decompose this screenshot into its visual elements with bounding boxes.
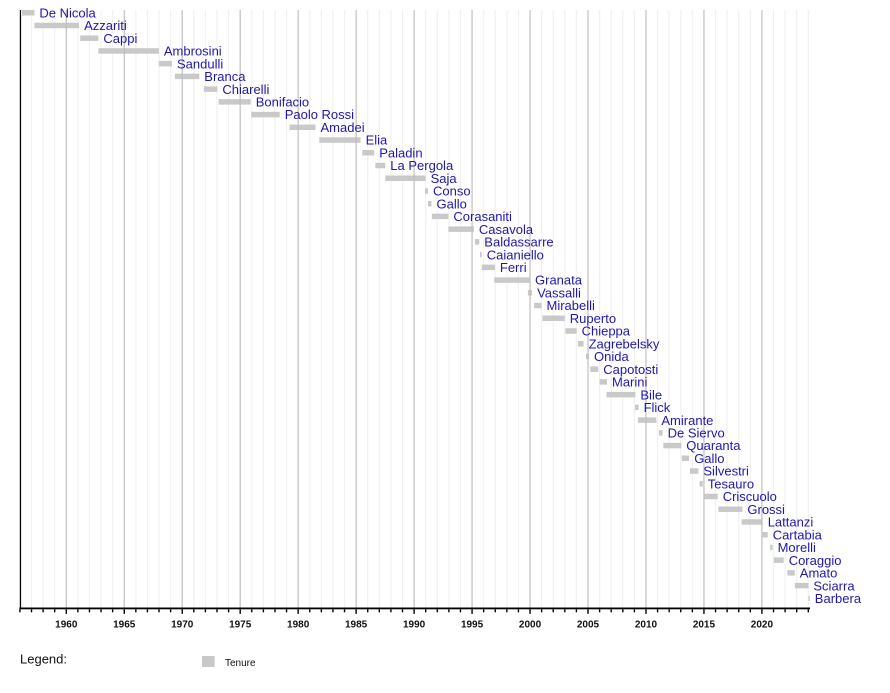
svg-text:Flick: Flick <box>644 400 671 415</box>
svg-text:Onida: Onida <box>594 349 629 364</box>
svg-text:Tesauro: Tesauro <box>708 476 754 491</box>
svg-text:Chieppa: Chieppa <box>582 324 631 339</box>
svg-text:Sciarra: Sciarra <box>813 578 855 593</box>
svg-text:Barbera: Barbera <box>815 591 862 606</box>
svg-text:Coraggio: Coraggio <box>789 553 842 568</box>
svg-text:Azzariti: Azzariti <box>84 18 127 33</box>
svg-text:1985: 1985 <box>345 619 368 630</box>
svg-text:Paolo Rossi: Paolo Rossi <box>285 107 354 122</box>
svg-text:La Pergola: La Pergola <box>390 158 454 173</box>
svg-text:De Nicola: De Nicola <box>39 5 96 20</box>
svg-text:Ambrosini: Ambrosini <box>164 44 222 59</box>
svg-text:2020: 2020 <box>751 619 774 630</box>
svg-text:Legend:: Legend: <box>20 651 67 666</box>
svg-text:Marini: Marini <box>612 375 648 390</box>
svg-text:Amadei: Amadei <box>321 120 365 135</box>
svg-text:Criscuolo: Criscuolo <box>723 489 777 504</box>
svg-text:1970: 1970 <box>171 619 194 630</box>
svg-text:2015: 2015 <box>693 619 716 630</box>
svg-text:Capotosti: Capotosti <box>603 362 658 377</box>
svg-text:Silvestri: Silvestri <box>703 464 749 479</box>
svg-text:Chiarelli: Chiarelli <box>222 82 269 97</box>
svg-text:Granata: Granata <box>535 273 583 288</box>
svg-text:2000: 2000 <box>519 619 542 630</box>
svg-text:Vassalli: Vassalli <box>537 285 581 300</box>
svg-text:1980: 1980 <box>287 619 310 630</box>
svg-text:Grossi: Grossi <box>747 502 785 517</box>
svg-text:Gallo: Gallo <box>437 196 467 211</box>
svg-text:Zagrebelsky: Zagrebelsky <box>589 336 660 351</box>
svg-text:Lattanzi: Lattanzi <box>768 515 814 530</box>
svg-text:Amirante: Amirante <box>661 413 713 428</box>
svg-text:Elia: Elia <box>366 133 388 148</box>
svg-text:2005: 2005 <box>577 619 600 630</box>
svg-text:Gallo: Gallo <box>694 451 724 466</box>
svg-text:Corasaniti: Corasaniti <box>453 209 512 224</box>
svg-text:Caianiello: Caianiello <box>487 247 544 262</box>
svg-text:Branca: Branca <box>204 69 246 84</box>
svg-text:Cartabia: Cartabia <box>773 527 823 542</box>
svg-text:Baldassarre: Baldassarre <box>484 235 553 250</box>
svg-text:Bile: Bile <box>640 387 662 402</box>
svg-text:1995: 1995 <box>461 619 484 630</box>
svg-text:Ferri: Ferri <box>500 260 527 275</box>
svg-text:Quaranta: Quaranta <box>686 438 741 453</box>
svg-text:Ruperto: Ruperto <box>570 311 616 326</box>
svg-text:2010: 2010 <box>635 619 658 630</box>
svg-text:Tenure: Tenure <box>225 658 256 669</box>
svg-text:Mirabelli: Mirabelli <box>547 298 596 313</box>
svg-text:Conso: Conso <box>433 184 471 199</box>
svg-text:Amato: Amato <box>800 566 838 581</box>
svg-text:Cappi: Cappi <box>103 31 137 46</box>
svg-text:1990: 1990 <box>403 619 426 630</box>
svg-text:Saja: Saja <box>431 171 458 186</box>
svg-text:1965: 1965 <box>113 619 136 630</box>
svg-text:Paladin: Paladin <box>379 145 422 160</box>
svg-text:1975: 1975 <box>229 619 252 630</box>
svg-text:Bonifacio: Bonifacio <box>256 95 309 110</box>
svg-text:Sandulli: Sandulli <box>177 56 223 71</box>
svg-text:Casavola: Casavola <box>479 222 534 237</box>
svg-text:1960: 1960 <box>55 619 78 630</box>
svg-text:De Siervo: De Siervo <box>668 425 725 440</box>
svg-text:Morelli: Morelli <box>778 540 816 555</box>
